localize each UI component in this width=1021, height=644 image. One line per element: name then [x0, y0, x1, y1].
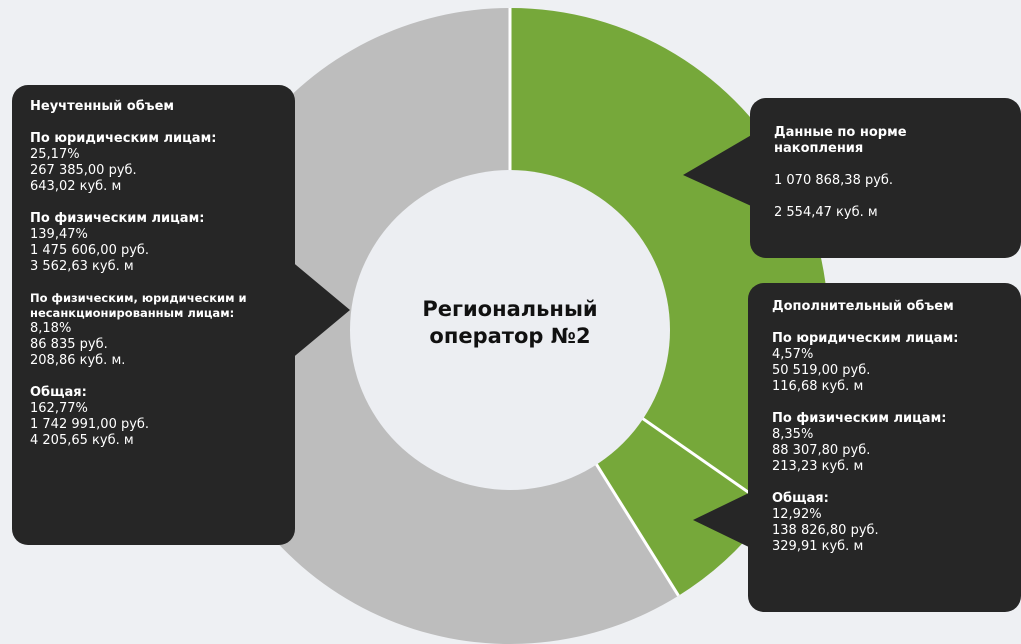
value-line: 3 562,63 куб. м	[30, 259, 134, 274]
panel-title: Неучтенный объем	[30, 99, 175, 114]
extra-panel: Дополнительный объем По юридическим лицам…	[748, 283, 1021, 612]
norm-panel: Данные по норме накопления 1 070 868,38 р…	[750, 98, 1021, 258]
section: По физическим лицам: 139,47% 1 475 606,00 …	[30, 211, 277, 275]
value-line: 2 554,47 куб. м	[774, 205, 878, 220]
pointer	[290, 260, 350, 360]
section: По юридическим лицам: 25,17% 267 385,00 ру…	[30, 131, 277, 195]
value-line: 208,86 куб. м.	[30, 353, 126, 368]
pointer	[693, 490, 755, 550]
value-line: 8,35%	[772, 427, 814, 442]
panel-title: Данные по норме накопления	[774, 125, 907, 156]
value-line: 1 475 606,00 руб.	[30, 243, 150, 258]
value-line: 1 742 991,00 руб.	[30, 417, 150, 432]
value-line: 116,68 куб. м	[772, 379, 864, 394]
section: По физическим, юридическим и несанкциони…	[30, 291, 277, 369]
inner-circle	[350, 170, 670, 490]
value-line: 162,77%	[30, 401, 88, 416]
section-heading: Общая:	[772, 491, 829, 506]
value-line: 4,57%	[772, 347, 814, 362]
value-line: 50 519,00 руб.	[772, 363, 871, 378]
value-line: 8,18%	[30, 321, 72, 336]
value-line: 138 826,80 руб.	[772, 523, 879, 538]
value-line: 86 835 руб.	[30, 337, 108, 352]
value-line: 12,92%	[772, 507, 822, 522]
section: Общая: 162,77% 1 742 991,00 руб. 4 205,65 к…	[30, 385, 277, 449]
section-heading: По физическим лицам:	[772, 411, 947, 426]
section: Общая: 12,92% 138 826,80 руб. 329,91 куб. м	[772, 491, 997, 555]
pointer	[683, 130, 760, 210]
value-line: 213,23 куб. м	[772, 459, 864, 474]
section-heading: Общая:	[30, 385, 87, 400]
section: По юридическим лицам: 4,57% 50 519,00 руб.…	[772, 331, 997, 395]
section-heading: По юридическим лицам:	[772, 331, 959, 346]
section: По физическим лицам: 8,35% 88 307,80 руб. 2…	[772, 411, 997, 475]
value-line: 139,47%	[30, 227, 88, 242]
value-line: 329,91 куб. м	[772, 539, 864, 554]
value-line: 25,17%	[30, 147, 80, 162]
value-line: 267 385,00 руб.	[30, 163, 137, 178]
panel-title: Дополнительный объем	[772, 299, 954, 314]
value-line: 88 307,80 руб.	[772, 443, 871, 458]
section-heading: По физическим лицам:	[30, 211, 205, 226]
center-title: Региональный оператор №2	[422, 297, 598, 348]
value-line: 643,02 куб. м	[30, 179, 122, 194]
value-line: 4 205,65 куб. м	[30, 433, 134, 448]
section-heading: По юридическим лицам:	[30, 131, 217, 146]
section-heading: По физическим, юридическим и несанкциони…	[30, 291, 247, 320]
left-panel: Неучтенный объем По юридическим лицам: 25,…	[12, 85, 295, 545]
value-line: 1 070 868,38 руб.	[774, 173, 894, 188]
